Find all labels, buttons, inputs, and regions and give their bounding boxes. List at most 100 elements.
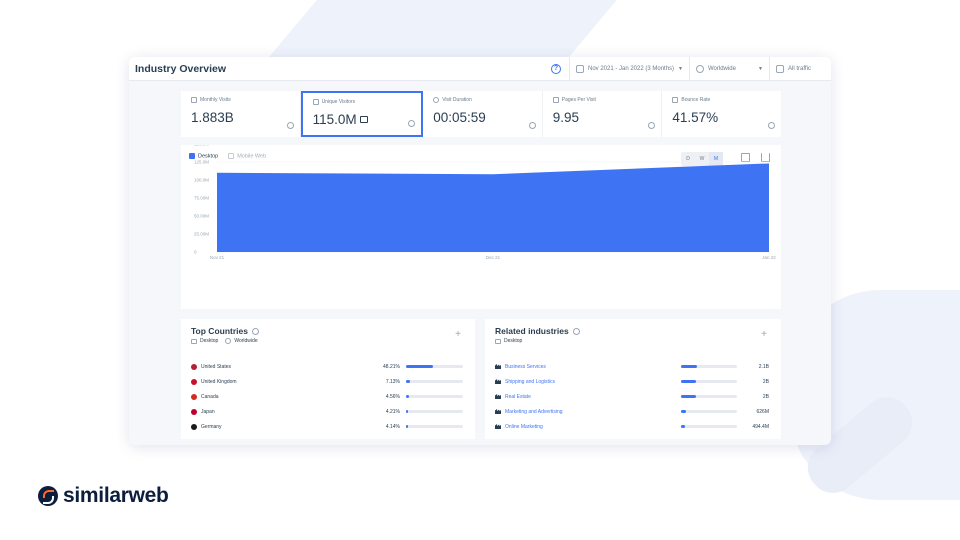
- info-icon[interactable]: [408, 120, 416, 127]
- area-chart: 150.0M 125.0M 100.0M 75.00M 50.00M 25.00M 0 No…: [194, 145, 776, 260]
- metric-pages-per-visit[interactable]: Pages Per Visit 9.95: [543, 91, 663, 137]
- info-icon[interactable]: [767, 122, 775, 129]
- page-title: Industry Overview: [135, 62, 227, 75]
- date-range-picker[interactable]: Nov 2021 - Jan 2022 (3 Months) ▼: [568, 57, 689, 81]
- industry-link[interactable]: Business Services: [505, 363, 546, 370]
- share-bar: [681, 380, 737, 383]
- top-bar: Industry Overview ? Nov 2021 - Jan 2022 …: [129, 57, 831, 81]
- industry-link[interactable]: Marketing and Advertising: [505, 408, 563, 415]
- pages-icon: [552, 97, 559, 103]
- share-bar-fill: [681, 425, 685, 428]
- panel-device: Desktop: [200, 338, 219, 344]
- industry-link[interactable]: Real Estate: [505, 393, 531, 400]
- share-bar-fill: [406, 395, 409, 398]
- y-tick-label: 150.0M: [194, 145, 209, 147]
- share-bar-fill: [681, 410, 687, 413]
- y-tick-label: 50.00M: [194, 214, 209, 219]
- y-tick-label: 0: [194, 250, 197, 255]
- list-item[interactable]: Real Estate 2B: [495, 389, 769, 404]
- info-icon[interactable]: [572, 327, 580, 335]
- metric-bounce-rate[interactable]: Bounce Rate 41.57%: [662, 91, 781, 137]
- flag-icon: [191, 408, 197, 415]
- granularity-day[interactable]: D: [686, 156, 690, 162]
- metric-value: 1.883B: [191, 110, 234, 125]
- list-item[interactable]: Germany 4.14%: [191, 419, 463, 434]
- country-share: 48.21%: [383, 363, 400, 370]
- flag-icon: [191, 363, 197, 370]
- legend-mobile[interactable]: Mobile Web: [228, 153, 266, 159]
- country-name: United States: [201, 363, 232, 370]
- share-bar-fill: [406, 410, 409, 413]
- excel-export-icon[interactable]: [741, 153, 750, 162]
- globe-icon: [696, 64, 704, 73]
- country-share: 4.14%: [385, 423, 400, 430]
- info-icon[interactable]: [251, 327, 259, 335]
- metric-label: Unique Visitors: [321, 99, 356, 105]
- list-item[interactable]: Shipping and Logistics 2B: [495, 374, 769, 389]
- share-bar-fill: [681, 365, 698, 368]
- traffic-icon: [776, 64, 784, 73]
- chart-legend: Desktop Mobile Web: [189, 153, 266, 159]
- list-item[interactable]: Canada 4.56%: [191, 389, 463, 404]
- list-item[interactable]: Marketing and Advertising 626M: [495, 404, 769, 419]
- list-item[interactable]: Online Marketing 494.4M: [495, 419, 769, 434]
- info-icon[interactable]: [286, 122, 294, 129]
- industry-icon: [495, 394, 501, 399]
- x-tick-label: Nov 21: [210, 255, 225, 260]
- add-icon[interactable]: +: [761, 329, 767, 340]
- help-icon[interactable]: ?: [550, 63, 561, 74]
- granularity-week[interactable]: W: [699, 156, 705, 162]
- related-industries-panel: Related industries Desktop + Business Se…: [485, 319, 781, 439]
- share-bar: [681, 395, 737, 398]
- metric-value: 115.0M: [312, 112, 357, 127]
- share-bar-fill: [681, 395, 697, 398]
- industry-link[interactable]: Shipping and Logistics: [505, 378, 556, 385]
- list-item[interactable]: Japan 4.21%: [191, 404, 463, 419]
- globe-icon: [225, 338, 232, 344]
- traffic-label: All traffic: [788, 65, 811, 72]
- metric-value: 41.57%: [672, 110, 719, 125]
- region-selector[interactable]: Worldwide ▼: [689, 57, 769, 81]
- chevron-down-icon: ▼: [678, 65, 683, 72]
- list-item[interactable]: Business Services 2.1B: [495, 359, 769, 374]
- industry-value: 2B: [762, 378, 769, 385]
- country-name: United Kingdom: [201, 378, 237, 385]
- legend-desktop[interactable]: Desktop: [189, 153, 218, 159]
- metric-monthly-visits[interactable]: Monthly Visits 1.883B: [181, 91, 301, 137]
- industry-link[interactable]: Online Marketing: [505, 423, 543, 430]
- checkbox-empty-icon: [228, 153, 235, 159]
- bounce-icon: [672, 97, 679, 103]
- checkbox-checked-icon: [189, 153, 195, 159]
- share-bar: [406, 425, 463, 428]
- share-bar: [406, 395, 463, 398]
- metric-unique-visitors[interactable]: Unique Visitors 115.0M: [300, 91, 424, 137]
- share-bar-fill: [406, 380, 411, 383]
- country-share: 7.13%: [385, 378, 400, 385]
- industry-icon: [495, 409, 501, 414]
- x-tick-label: Jan 22: [762, 255, 776, 260]
- flag-icon: [191, 423, 197, 430]
- metric-label: Pages Per Visit: [561, 97, 596, 103]
- brand-logo: similarweb: [38, 484, 169, 508]
- granularity-month[interactable]: M: [709, 152, 723, 166]
- share-bar: [406, 410, 463, 413]
- share-bar: [681, 410, 737, 413]
- flag-icon: [191, 393, 197, 400]
- list-item[interactable]: United States 48.21%: [191, 359, 463, 374]
- country-name: Germany: [201, 423, 222, 430]
- list-item[interactable]: United Kingdom 7.13%: [191, 374, 463, 389]
- share-bar-fill: [681, 380, 697, 383]
- add-icon[interactable]: +: [455, 329, 461, 340]
- granularity-toggle: D W M: [681, 152, 723, 166]
- visits-icon: [191, 97, 197, 103]
- metric-visit-duration[interactable]: Visit Duration 00:05:59: [423, 91, 543, 137]
- industry-value: 626M: [756, 408, 769, 415]
- download-icon[interactable]: [761, 153, 770, 162]
- traffic-selector[interactable]: All traffic: [769, 57, 831, 81]
- series-area: [217, 163, 769, 252]
- app-window: Industry Overview ? Nov 2021 - Jan 2022 …: [129, 57, 831, 445]
- panel-title: Top Countries: [191, 326, 248, 336]
- region-label: Worldwide: [708, 65, 736, 72]
- info-icon[interactable]: [528, 122, 536, 129]
- info-icon[interactable]: [648, 122, 656, 129]
